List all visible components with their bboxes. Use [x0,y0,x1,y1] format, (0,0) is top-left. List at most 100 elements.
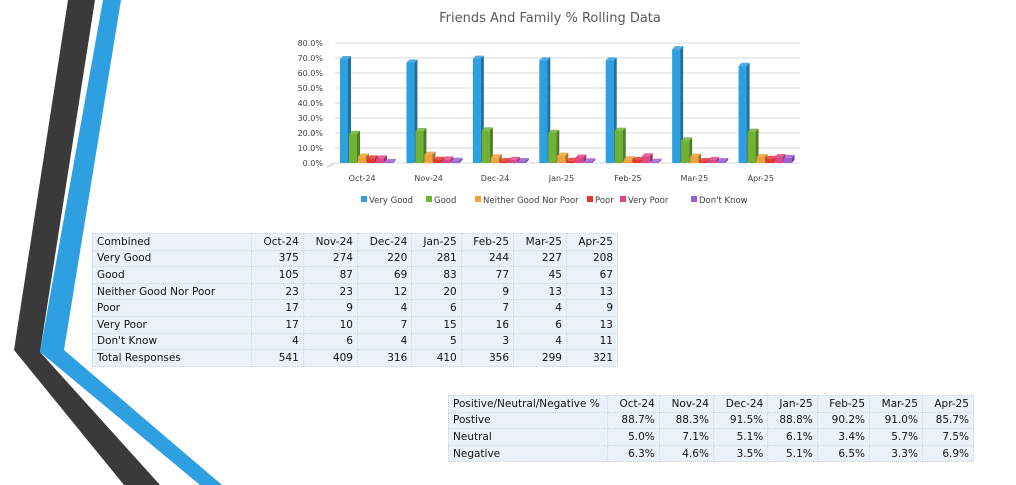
value-cell: 356 [460,349,515,367]
value-cell: 375 [251,249,304,268]
value-cell: 3.4% [816,428,871,446]
legend-swatch [475,196,481,202]
value-cell: 299 [513,349,567,367]
value-cell: 281 [411,249,462,268]
value-cell: 16 [460,315,515,334]
header-cell: Oct-24 [607,395,660,413]
table-row: Neutral 5.0% 7.1% 5.1% 6.1% 3.4% 5.7% 7.5% [448,428,975,446]
header-cell: Combined [92,233,252,251]
value-cell: 208 [565,249,619,268]
value-cell: 87 [302,266,358,284]
y-tick-label: 60.0% [298,69,324,78]
value-cell: 5.1% [767,444,818,463]
value-cell: 9 [460,282,515,301]
legend-item: Don't Know [691,196,748,206]
value-cell: 409 [302,349,358,367]
bar-good-dec-24 [481,127,493,163]
x-tick-label: Mar-25 [681,174,709,183]
table-row: Postive 88.7% 88.3% 91.5% 88.8% 90.2% 91.0% 85.… [448,411,975,430]
value-cell: 3 [460,332,515,351]
chart-title: Friends And Family % Rolling Data [439,11,661,26]
legend-label: Neither Good Nor Poor [483,196,579,206]
value-cell: 6 [302,332,358,351]
header-cell: Nov-24 [658,395,714,413]
x-tick-label: Apr-25 [748,174,774,183]
header-cell: Jan-25 [411,233,462,251]
header-cell: Feb-25 [816,395,871,413]
y-tick-label: 10.0% [298,144,324,153]
y-tick-label: 20.0% [298,129,324,138]
value-cell: 105 [251,266,304,284]
row-label-cell: Don't Know [92,332,252,351]
legend-label: Very Poor [628,196,669,206]
x-tick-label: Oct-24 [349,174,376,183]
legend-swatch [426,196,432,202]
value-cell: 91.0% [869,411,923,430]
value-cell: 90.2% [816,411,871,430]
value-cell: 88.3% [658,411,714,430]
header-cell: Mar-25 [513,233,567,251]
table-row: Don't Know 4 6 4 5 3 4 11 [92,332,619,351]
sentiment-table: Positive/Neutral/Negative % Oct-24 Nov-24 D… [448,395,975,463]
x-tick-label: Dec-24 [481,174,510,183]
y-tick-label: 70.0% [298,54,324,63]
bar-very-good-mar-25 [672,46,684,163]
legend-swatch [587,196,593,202]
y-tick-label: 0.0% [303,159,324,168]
row-label-cell: Neutral [448,428,608,446]
y-tick-label: 80.0% [298,39,324,48]
value-cell: 321 [565,349,619,367]
value-cell: 4 [513,299,567,317]
value-cell: 17 [251,315,304,334]
value-cell: 6.9% [921,444,975,463]
bar-very-poor-dec-24 [508,156,520,163]
chart-bars [340,46,795,163]
legend-item: Good [426,196,456,206]
legend-item: Very Poor [620,196,669,206]
value-cell: 83 [411,266,462,284]
value-cell: 6 [411,299,462,317]
value-cell: 541 [251,349,304,367]
value-cell: 69 [356,266,413,284]
bar-don-t-know-apr-25 [783,154,795,163]
header-cell: Apr-25 [565,233,619,251]
axis-depth-line [326,162,336,168]
value-cell: 220 [356,249,413,268]
value-cell: 3.5% [712,444,769,463]
table-row: Poor 17 9 4 6 7 4 9 [92,299,619,317]
bar-very-poor-mar-25 [708,157,720,163]
bar-don-t-know-dec-24 [517,158,529,163]
header-cell: Apr-25 [921,395,975,413]
legend-label: Don't Know [699,196,748,206]
value-cell: 7 [460,299,515,317]
value-cell: 6.5% [816,444,871,463]
value-cell: 7 [356,315,413,334]
value-cell: 4 [251,332,304,351]
value-cell: 13 [565,282,619,301]
legend-item: Neither Good Nor Poor [475,196,579,206]
value-cell: 12 [356,282,413,301]
value-cell: 4.6% [658,444,714,463]
value-cell: 5.1% [712,428,769,446]
bar-very-poor-oct-24 [376,155,387,163]
y-tick-label: 30.0% [298,114,324,123]
value-cell: 91.5% [712,411,769,430]
value-cell: 244 [460,249,515,268]
value-cell: 10 [302,315,358,334]
row-label-cell: Poor [92,299,252,317]
table-row: Neither Good Nor Poor 23 23 12 20 9 13 13 [92,282,619,301]
value-cell: 67 [565,266,619,284]
value-cell: 7.1% [658,428,714,446]
bar-don-t-know-feb-25 [650,158,662,163]
value-cell: 17 [251,299,304,317]
x-tick-label: Feb-25 [614,174,641,183]
bar-don-t-know-oct-24 [385,158,396,163]
legend-label: Poor [595,196,614,206]
bar-good-feb-25 [614,127,626,163]
table-row: Total Responses 541 409 316 410 356 299 321 [92,349,619,367]
rolling-data-chart: Friends And Family % Rolling Data 80.0% 7… [298,11,800,206]
header-cell: Nov-24 [302,233,358,251]
value-cell: 85.7% [921,411,975,430]
value-cell: 11 [565,332,619,351]
value-cell: 13 [565,315,619,334]
